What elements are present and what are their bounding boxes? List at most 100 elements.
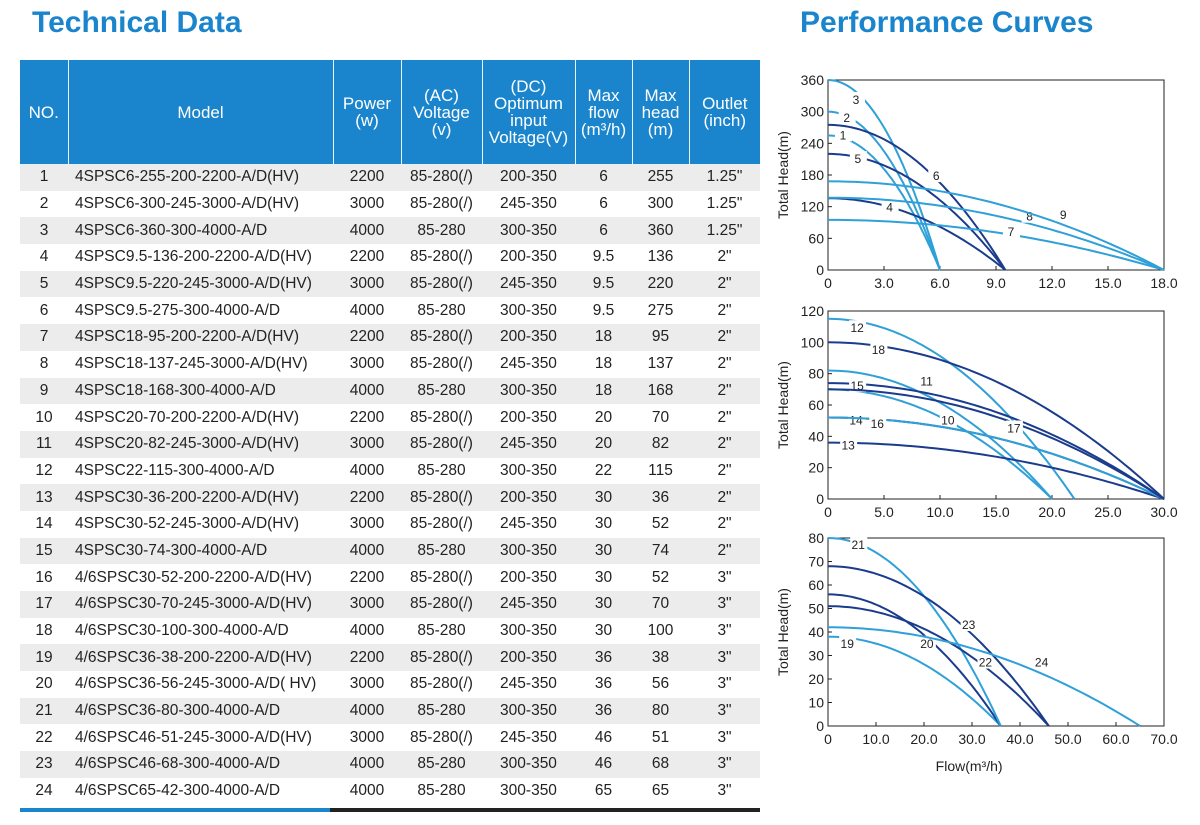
cell-max-head: 52 <box>651 568 670 586</box>
cell-dc-voltage: 300-350 <box>482 217 575 245</box>
cell-max-flow: 18 <box>575 324 632 351</box>
cell-dc-voltage: 245-350 <box>482 591 575 618</box>
y-axis-label: Total Head(m) <box>775 131 791 219</box>
table-row: 1 4SPSC6-255-200-2200-A/D(HV) 2200 85-280(/… <box>20 164 760 191</box>
table-row: 14 4SPSC30-52-245-3000-A/D(HV) 3000 85-280(… <box>20 511 760 538</box>
cell-ac-voltage: 85-280 <box>417 782 466 800</box>
curve-6 <box>828 123 1007 271</box>
x-tick-label: 3.0 <box>874 275 894 291</box>
cell-no: 10 <box>35 408 53 426</box>
curve-label-bg <box>977 654 995 669</box>
cell-model: 4SPSC30-36-200-2200-A/D(HV) <box>68 484 333 511</box>
table-row: 5 4SPSC9.5-220-245-3000-A/D(HV) 3000 85-280… <box>20 270 760 298</box>
cell-max-head: 70 <box>651 408 670 426</box>
curve-label-bg <box>1055 207 1073 222</box>
cell-model: 4SPSC6-255-200-2200-A/D(HV) <box>68 164 333 191</box>
chart-panel-3: 0 10.0 20.0 30.0 40.0 50.0 60.0 70.0 0 10 20 30 40 50… <box>775 530 1178 774</box>
cell-dc-voltage: 300-350 <box>500 622 557 640</box>
cell-dc-voltage: 300-350 <box>500 782 557 800</box>
curve-label-bg <box>849 320 867 335</box>
cell-ac-voltage: 85-280 <box>401 537 482 565</box>
cell-max-flow: 36 <box>594 675 613 693</box>
cell-ac-voltage: 85-280(/) <box>410 568 473 586</box>
cell-max-head: 68 <box>632 751 689 778</box>
cell-outlet: 1.25" <box>706 195 743 213</box>
x-tick-label: 0 <box>824 731 832 747</box>
y-tick-label: 80 <box>808 530 824 546</box>
y-tick-label: 80 <box>808 366 824 382</box>
cell-power: 4000 <box>333 377 401 405</box>
cell-max-flow: 46 <box>575 751 632 778</box>
x-tick-label: 40.0 <box>1006 731 1033 747</box>
cell-outlet: 3" <box>717 728 732 746</box>
x-tick-label: 30.0 <box>958 731 985 747</box>
cell-power: 4000 <box>349 622 385 640</box>
x-tick-label: 9.0 <box>986 275 1006 291</box>
x-tick-label: 15.0 <box>1094 275 1121 291</box>
cell-power: 3000 <box>333 430 401 458</box>
cell-power: 3000 <box>349 675 385 693</box>
cell-outlet: 2" <box>689 430 760 458</box>
cell-max-head: 74 <box>632 537 689 565</box>
cell-outlet: 2" <box>717 248 732 266</box>
curve-label-bg <box>834 127 852 142</box>
curve-label-bg <box>1005 420 1023 435</box>
cell-ac-voltage: 85-280(/) <box>401 591 482 618</box>
cell-ac-voltage: 85-280(/) <box>410 408 473 426</box>
y-axis-label: Total Head(m) <box>775 361 791 449</box>
cell-outlet: 3" <box>689 697 760 725</box>
cell-max-flow: 30 <box>594 515 613 533</box>
plot-frame <box>827 310 1165 500</box>
technical-data-table: NO. Model Power (w) (AC) Voltage (v) (DC… <box>20 60 760 805</box>
curve-label-24: 24 <box>1035 656 1049 670</box>
chart-panel-1: 0 3.0 6.0 9.0 12.0 15.0 18.0 0 60 120 180 240 300 360… <box>775 72 1178 291</box>
curve-label-21: 21 <box>852 538 866 552</box>
y-tick-label: 70 <box>808 554 824 570</box>
curve-label-bg <box>939 412 957 427</box>
cell-max-flow: 9.5 <box>592 248 615 266</box>
cell-model: 4SPSC9.5-220-245-3000-A/D(HV) <box>68 270 333 298</box>
cell-model: 4SPSC30-74-300-4000-A/D <box>68 537 333 565</box>
cell-max-flow: 9.5 <box>592 301 615 319</box>
cell-dc-voltage: 300-350 <box>482 377 575 405</box>
y-tick-label: 50 <box>808 601 824 617</box>
cell-max-flow: 18 <box>594 355 613 373</box>
cell-outlet: 3" <box>717 675 732 693</box>
curve-13 <box>828 441 1165 500</box>
cell-dc-voltage: 245-350 <box>500 675 557 693</box>
cell-no: 19 <box>20 644 68 672</box>
curve-7 <box>828 218 1165 271</box>
cell-max-head: 52 <box>651 515 670 533</box>
y-tick-label: 180 <box>801 167 825 183</box>
curve-22 <box>827 605 1050 727</box>
table-row: 17 4/6SPSC30-70-245-3000-A/D(HV) 3000 85-28… <box>20 591 760 618</box>
cell-model: 4/6SPSC30-100-300-4000-A/D <box>75 622 289 640</box>
y-tick-label: 20 <box>808 460 824 476</box>
cell-max-head: 255 <box>632 164 689 191</box>
table-row: 2 4SPSC6-300-245-3000-A/D(HV) 3000 85-280(/… <box>20 191 760 218</box>
curve-label-bg <box>1002 224 1020 238</box>
y-tick-label: 0 <box>816 718 824 734</box>
cell-max-head: 137 <box>647 355 674 373</box>
cell-dc-voltage: 245-350 <box>500 728 557 746</box>
y-tick-label: 120 <box>801 303 825 319</box>
y-tick-label: 0 <box>816 491 824 507</box>
header-max-flow: Max flow (m³/h) <box>574 60 632 164</box>
cell-power: 4000 <box>349 782 385 800</box>
cell-model: 4SPSC6-360-300-4000-A/D <box>68 217 333 245</box>
cell-power: 4000 <box>349 301 385 319</box>
cell-max-head: 38 <box>632 644 689 672</box>
x-tick-label: 0 <box>824 275 832 291</box>
cell-power: 2200 <box>349 408 385 426</box>
header-model: Model <box>67 60 333 164</box>
curve-label-11: 11 <box>920 375 933 389</box>
cell-max-head: 95 <box>632 324 689 351</box>
table-header-row: NO. Model Power (w) (AC) Voltage (v) (DC… <box>20 60 760 164</box>
cell-max-head: 51 <box>651 728 670 746</box>
cell-dc-voltage: 300-350 <box>482 751 575 778</box>
curve-label-bg <box>1033 654 1051 669</box>
cell-model: 4/6SPSC30-70-245-3000-A/D(HV) <box>68 591 333 618</box>
cell-dc-voltage: 200-350 <box>482 644 575 672</box>
cell-dc-voltage: 200-350 <box>500 408 557 426</box>
cell-power: 3000 <box>333 591 401 618</box>
